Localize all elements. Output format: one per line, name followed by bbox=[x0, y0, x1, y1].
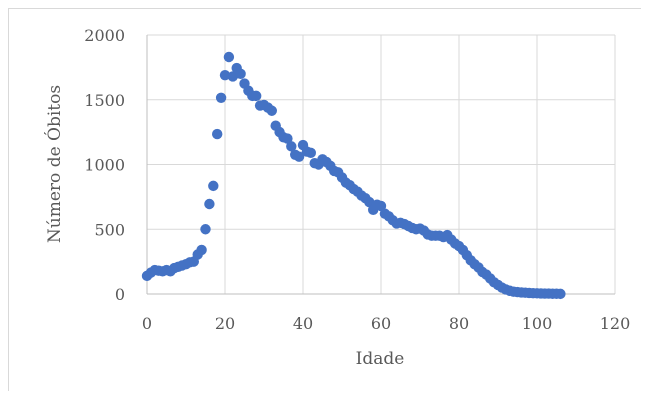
data-point bbox=[219, 69, 231, 81]
data-point bbox=[305, 147, 316, 159]
y-tick-label: 0 bbox=[115, 285, 125, 304]
grid-lines bbox=[146, 34, 616, 295]
x-tick-label: 80 bbox=[449, 314, 469, 333]
data-point bbox=[364, 196, 375, 208]
y-tick-label: 500 bbox=[94, 220, 125, 239]
data-point bbox=[286, 141, 297, 152]
x-axis-title: Idade bbox=[356, 349, 405, 369]
y-axis-title: Número de Óbitos bbox=[44, 85, 65, 243]
x-axis-ticks: 0 20 40 60 80 100 120 bbox=[142, 314, 630, 333]
data-point bbox=[235, 68, 246, 80]
y-tick-label: 1000 bbox=[84, 156, 125, 175]
data-point bbox=[266, 105, 277, 116]
data-point bbox=[293, 151, 305, 162]
data-point bbox=[196, 244, 207, 256]
y-tick-label: 2000 bbox=[84, 26, 125, 45]
data-point bbox=[251, 90, 262, 102]
data-points bbox=[141, 51, 566, 300]
chart-frame bbox=[8, 8, 641, 391]
data-point bbox=[375, 200, 387, 212]
x-tick-label: 20 bbox=[215, 314, 235, 333]
data-point bbox=[212, 128, 223, 140]
y-axis-ticks: 0 500 1000 1500 2000 bbox=[84, 26, 125, 304]
data-point bbox=[208, 180, 219, 192]
data-point bbox=[215, 92, 227, 104]
x-tick-label: 100 bbox=[522, 314, 553, 333]
x-tick-label: 60 bbox=[371, 314, 391, 333]
data-point bbox=[200, 224, 211, 235]
x-tick-label: 0 bbox=[142, 314, 152, 333]
data-point bbox=[282, 133, 293, 144]
data-point bbox=[227, 71, 238, 82]
data-point bbox=[555, 288, 566, 300]
data-point bbox=[204, 198, 215, 210]
x-tick-label: 40 bbox=[293, 314, 313, 333]
data-point bbox=[223, 51, 235, 63]
y-tick-label: 1500 bbox=[84, 91, 125, 110]
x-tick-label: 120 bbox=[600, 314, 631, 333]
